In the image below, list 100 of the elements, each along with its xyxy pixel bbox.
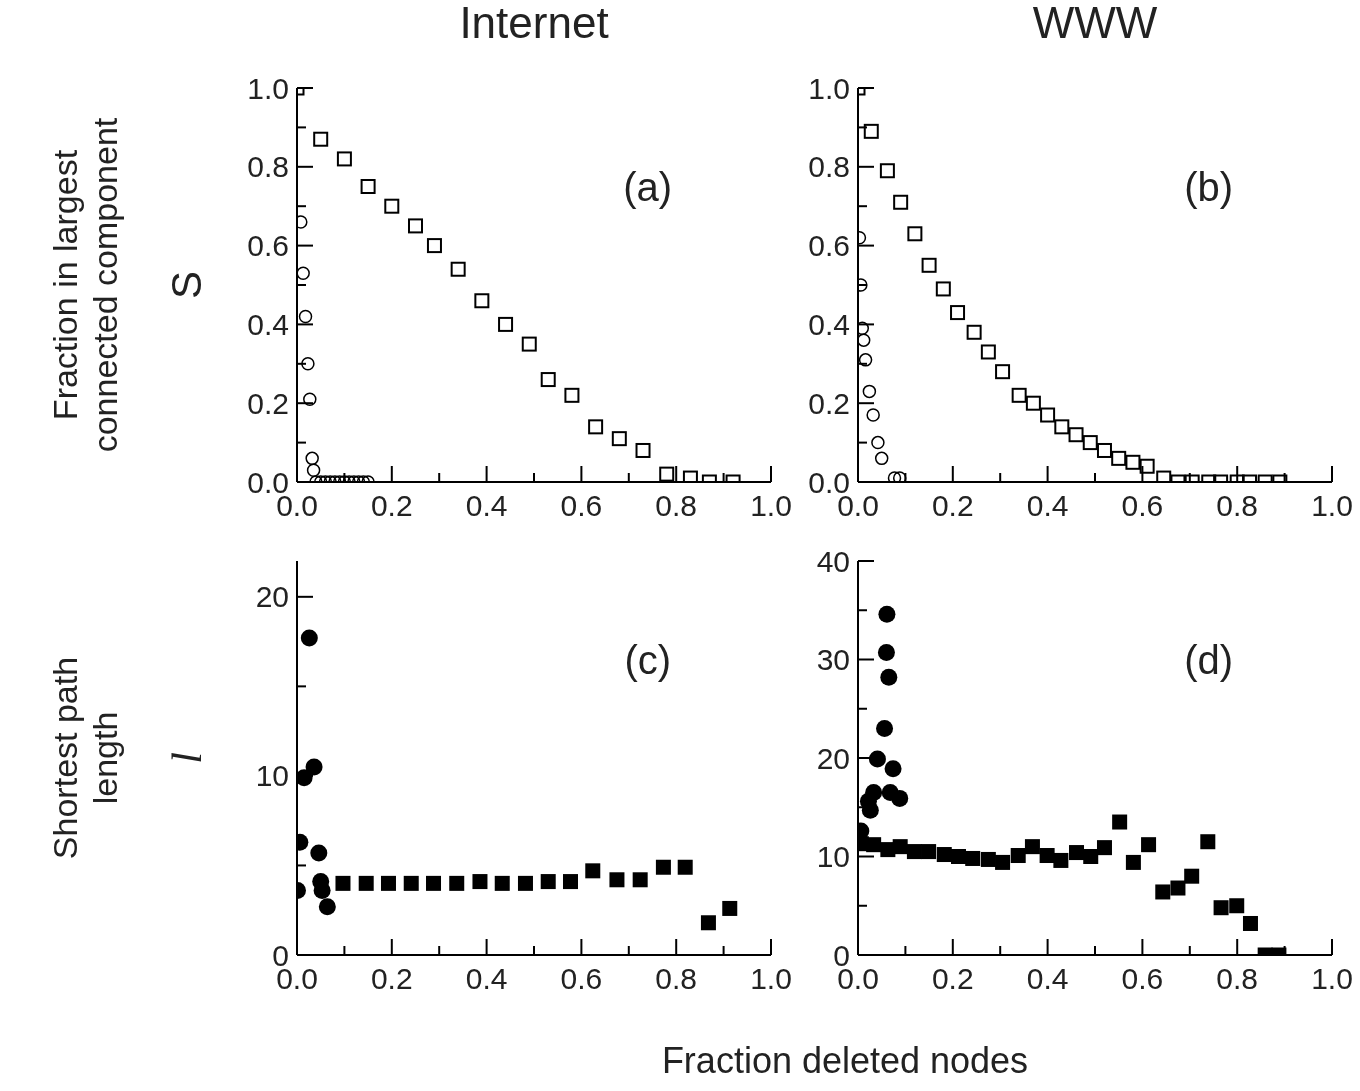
point bbox=[921, 844, 937, 860]
x-tick-label: 0.6 bbox=[1121, 489, 1164, 522]
point bbox=[300, 629, 318, 647]
point bbox=[1156, 470, 1172, 482]
point bbox=[995, 854, 1011, 870]
point bbox=[609, 872, 625, 888]
point bbox=[521, 336, 537, 352]
point bbox=[700, 915, 716, 931]
text: Shortest path length bbox=[45, 655, 125, 862]
point bbox=[474, 293, 490, 309]
point bbox=[426, 238, 442, 254]
point bbox=[884, 760, 902, 778]
x-tick-label: 0.8 bbox=[655, 489, 698, 522]
y-tick-label: 1.0 bbox=[247, 71, 289, 105]
point bbox=[1184, 868, 1200, 884]
point bbox=[1141, 837, 1157, 853]
x-tick-label: 0.6 bbox=[560, 489, 603, 522]
point bbox=[1229, 898, 1245, 914]
point bbox=[298, 309, 313, 324]
annotation: (a) bbox=[622, 163, 674, 211]
x-tick-label: 1.0 bbox=[750, 962, 792, 995]
point bbox=[1082, 435, 1098, 451]
point bbox=[877, 644, 895, 662]
point bbox=[1213, 900, 1229, 916]
y-tick-label: 40 bbox=[816, 544, 850, 578]
x-tick-label: 0.4 bbox=[1026, 962, 1069, 995]
y-tick-label: 0.4 bbox=[808, 307, 850, 341]
y-tick-label: 1.0 bbox=[808, 71, 850, 105]
point bbox=[313, 131, 329, 147]
point bbox=[1054, 419, 1070, 435]
point bbox=[540, 874, 556, 890]
point bbox=[380, 875, 396, 891]
point bbox=[563, 874, 578, 890]
point bbox=[305, 758, 323, 776]
x-tick-label: 0.8 bbox=[1216, 489, 1259, 522]
y-axis-title: S bbox=[162, 270, 211, 301]
y-tick-label: 30 bbox=[816, 643, 850, 676]
point bbox=[862, 384, 877, 399]
point bbox=[966, 324, 982, 340]
y-tick-label: 0.8 bbox=[808, 150, 850, 184]
x-tick-label: 0.2 bbox=[931, 489, 974, 522]
point bbox=[494, 875, 510, 891]
point bbox=[1155, 884, 1171, 900]
chart-title: Internet bbox=[458, 0, 610, 48]
point bbox=[891, 789, 909, 807]
point bbox=[893, 194, 909, 210]
point bbox=[1069, 845, 1085, 861]
point bbox=[858, 353, 873, 367]
point bbox=[1242, 915, 1258, 931]
x-tick-label: 0.8 bbox=[1216, 962, 1259, 995]
point bbox=[450, 261, 466, 277]
x-tick-label: 0.6 bbox=[560, 962, 603, 995]
y-tick-label: 10 bbox=[255, 759, 289, 793]
x-tick-label: 1.0 bbox=[750, 489, 792, 522]
point bbox=[655, 859, 671, 875]
point bbox=[876, 719, 894, 737]
y-tick-label: 10 bbox=[816, 840, 850, 873]
point bbox=[858, 321, 870, 336]
x-tick-label: 0.2 bbox=[370, 489, 413, 522]
point bbox=[921, 257, 937, 273]
point bbox=[1010, 848, 1026, 864]
point bbox=[1200, 834, 1216, 850]
x-tick-label: 0.2 bbox=[931, 962, 974, 995]
y-tick-label: 0.2 bbox=[808, 386, 850, 420]
point bbox=[301, 357, 315, 371]
y-tick-label: 0.4 bbox=[247, 307, 289, 341]
y-tick-label: 20 bbox=[255, 580, 289, 614]
point bbox=[722, 900, 738, 916]
point bbox=[936, 847, 952, 863]
x-tick-label: 0.4 bbox=[465, 489, 508, 522]
point bbox=[682, 470, 698, 482]
chart-title: WWW bbox=[1031, 0, 1159, 48]
y-tick-label: 0.2 bbox=[247, 386, 289, 420]
x-tick-label: 0.8 bbox=[655, 962, 698, 995]
point bbox=[358, 875, 374, 891]
y-tick-label: 20 bbox=[816, 741, 850, 775]
point bbox=[472, 874, 488, 890]
point bbox=[880, 668, 898, 686]
point bbox=[980, 344, 996, 360]
point bbox=[1039, 848, 1055, 864]
point bbox=[907, 226, 923, 242]
point bbox=[879, 163, 895, 179]
point bbox=[858, 333, 871, 347]
point bbox=[498, 316, 514, 332]
y-tick-label: 0.6 bbox=[808, 229, 850, 263]
point bbox=[980, 851, 996, 867]
point bbox=[995, 364, 1011, 380]
point bbox=[887, 471, 902, 482]
point bbox=[878, 605, 896, 623]
point bbox=[1096, 442, 1112, 458]
point bbox=[1139, 458, 1155, 474]
annotation: (b) bbox=[1183, 163, 1235, 211]
point bbox=[1053, 852, 1069, 868]
point bbox=[868, 750, 886, 768]
y-tick-label: 0.6 bbox=[247, 229, 289, 263]
x-tick-label: 0.6 bbox=[1121, 962, 1164, 995]
point bbox=[950, 305, 966, 321]
point bbox=[1125, 854, 1141, 870]
point bbox=[585, 863, 601, 879]
point bbox=[297, 266, 310, 280]
